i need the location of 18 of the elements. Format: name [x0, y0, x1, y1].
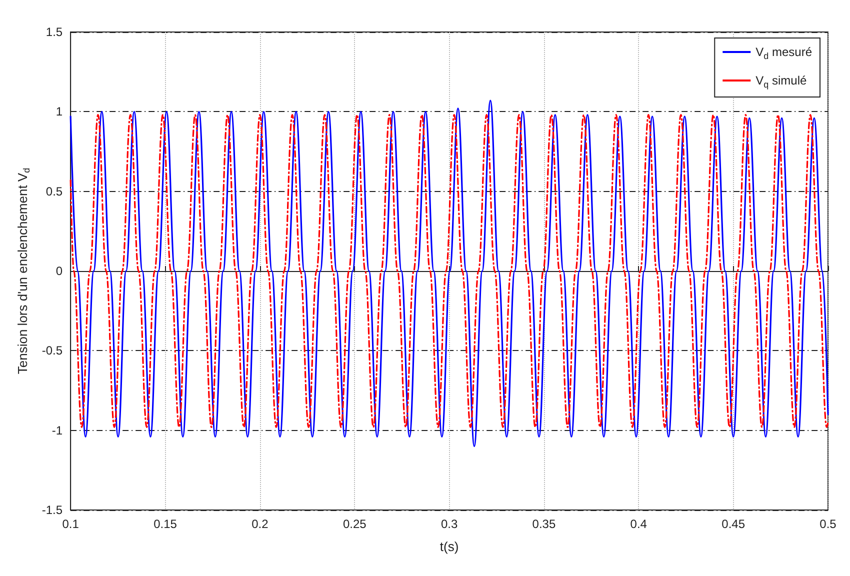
y-tick-label: -1: [52, 423, 63, 438]
y-tick-label: 1: [56, 104, 63, 119]
y-tick-label: 0: [56, 264, 63, 278]
y-axis-title: Tension lors d'un enclenchement Vd: [15, 168, 32, 374]
x-tick-label: 0.2: [252, 517, 269, 531]
y-tick-label: 1.5: [46, 25, 63, 39]
x-tick-label: 0.15: [154, 517, 178, 531]
x-tick-label: 0.4: [630, 517, 648, 531]
x-tick-label: 0.35: [532, 517, 556, 531]
x-tick-label: 0.25: [342, 517, 367, 531]
y-tick-label: -1.5: [42, 503, 63, 517]
x-tick-label: 0.5: [820, 517, 837, 531]
y-tick-label: 0.5: [46, 184, 63, 198]
x-tick-label: 0.3: [440, 517, 458, 531]
y-tick-label: -0.5: [42, 344, 63, 358]
x-axis-title: t(s): [440, 539, 459, 554]
x-tick-label: 0.45: [722, 517, 746, 531]
x-tick-label: 0.1: [62, 517, 80, 531]
